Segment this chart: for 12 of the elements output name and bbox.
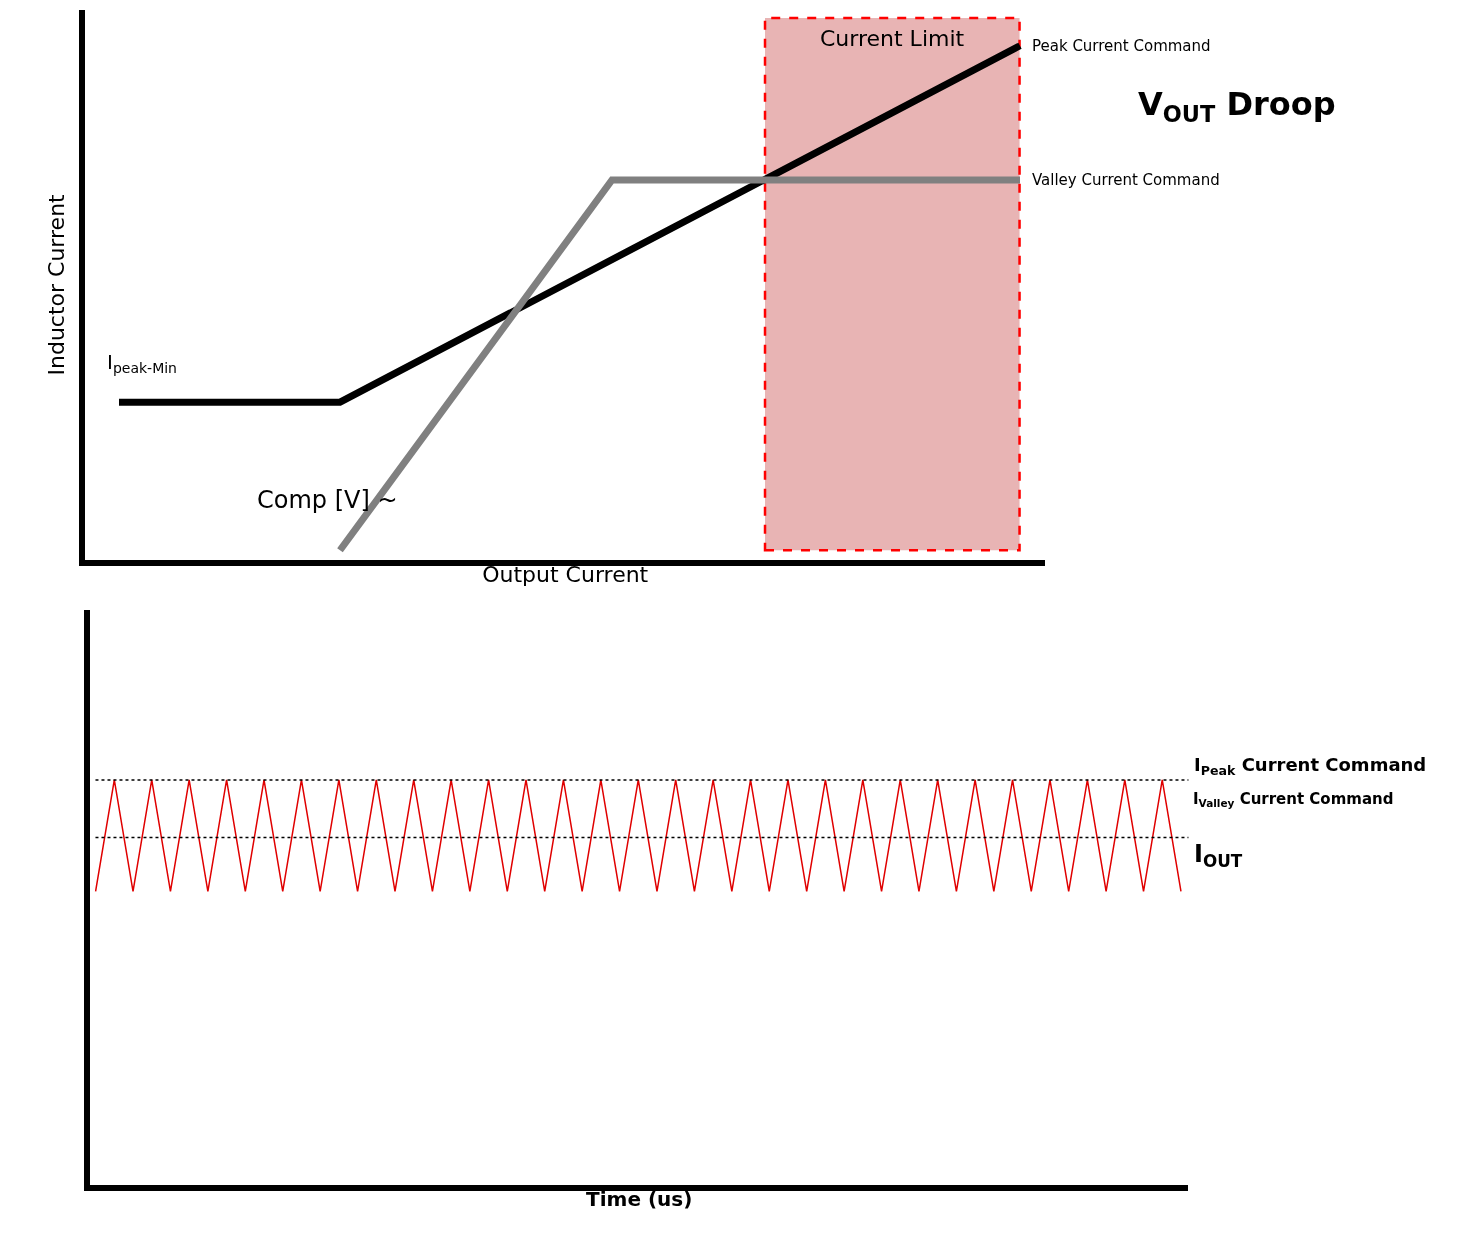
annotation: I$_{peak-Min}$ xyxy=(107,350,177,377)
annotation: Comp [V] ~ xyxy=(257,486,398,514)
text: I$_{Valley}$ Current Command xyxy=(1193,790,1394,810)
text: V$_{OUT}$ Droop xyxy=(1138,85,1336,127)
ref-line-label: I$_{OUT}$ xyxy=(1194,840,1243,872)
x-axis-title: Time (us) xyxy=(586,1187,693,1212)
ref-line-label: I$_{Peak}$ Current Command xyxy=(1194,754,1427,778)
series-label: Valley Current Command xyxy=(1032,171,1220,189)
y-axis-title: Inductor Current xyxy=(44,193,70,376)
annotation: Current Limit xyxy=(820,26,965,51)
x-axis-title: Output Current xyxy=(482,562,649,588)
series-label: Peak Current Command xyxy=(1032,37,1211,55)
